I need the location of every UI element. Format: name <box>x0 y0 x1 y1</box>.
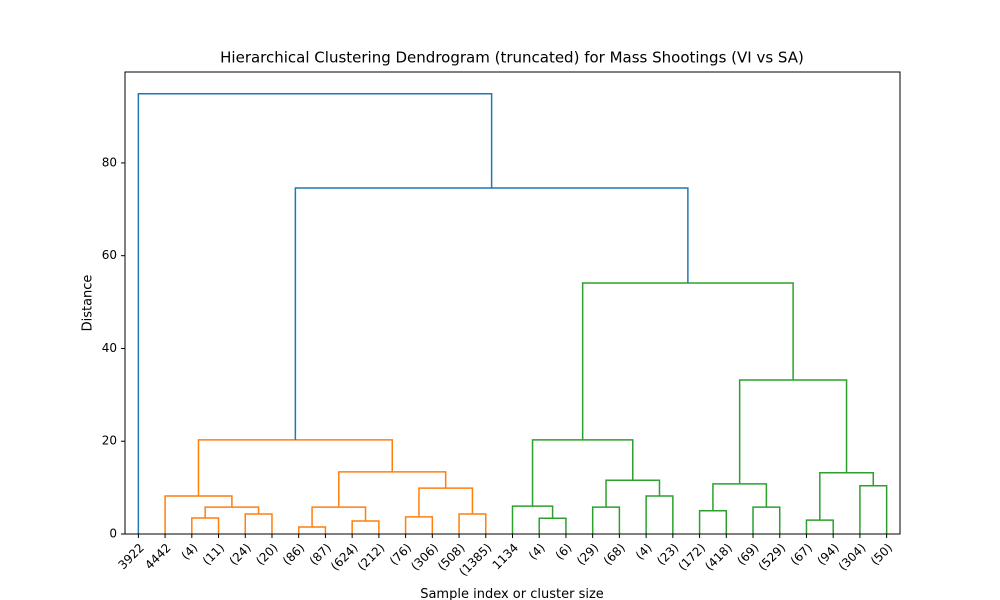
x-axis-label: Sample index or cluster size <box>420 587 604 600</box>
dendrogram-link <box>605 479 661 508</box>
dendrogram-link <box>712 483 768 511</box>
dendrogram-link <box>645 495 674 534</box>
y-tick-label: 0 <box>109 527 117 541</box>
dendrogram-link <box>538 517 567 534</box>
dendrogram-link <box>164 495 233 534</box>
y-tick-label: 40 <box>102 341 117 355</box>
chart-title: Hierarchical Clustering Dendrogram (trun… <box>220 49 804 67</box>
y-tick-label: 60 <box>102 248 117 262</box>
dendrogram-link <box>294 187 689 440</box>
y-tick-label: 80 <box>102 155 117 169</box>
y-tick-label: 20 <box>102 434 117 448</box>
y-axis-label: Distance <box>81 275 96 332</box>
dendrogram-link <box>511 505 554 534</box>
dendrogram-link <box>137 93 493 534</box>
plot-frame <box>124 71 901 535</box>
